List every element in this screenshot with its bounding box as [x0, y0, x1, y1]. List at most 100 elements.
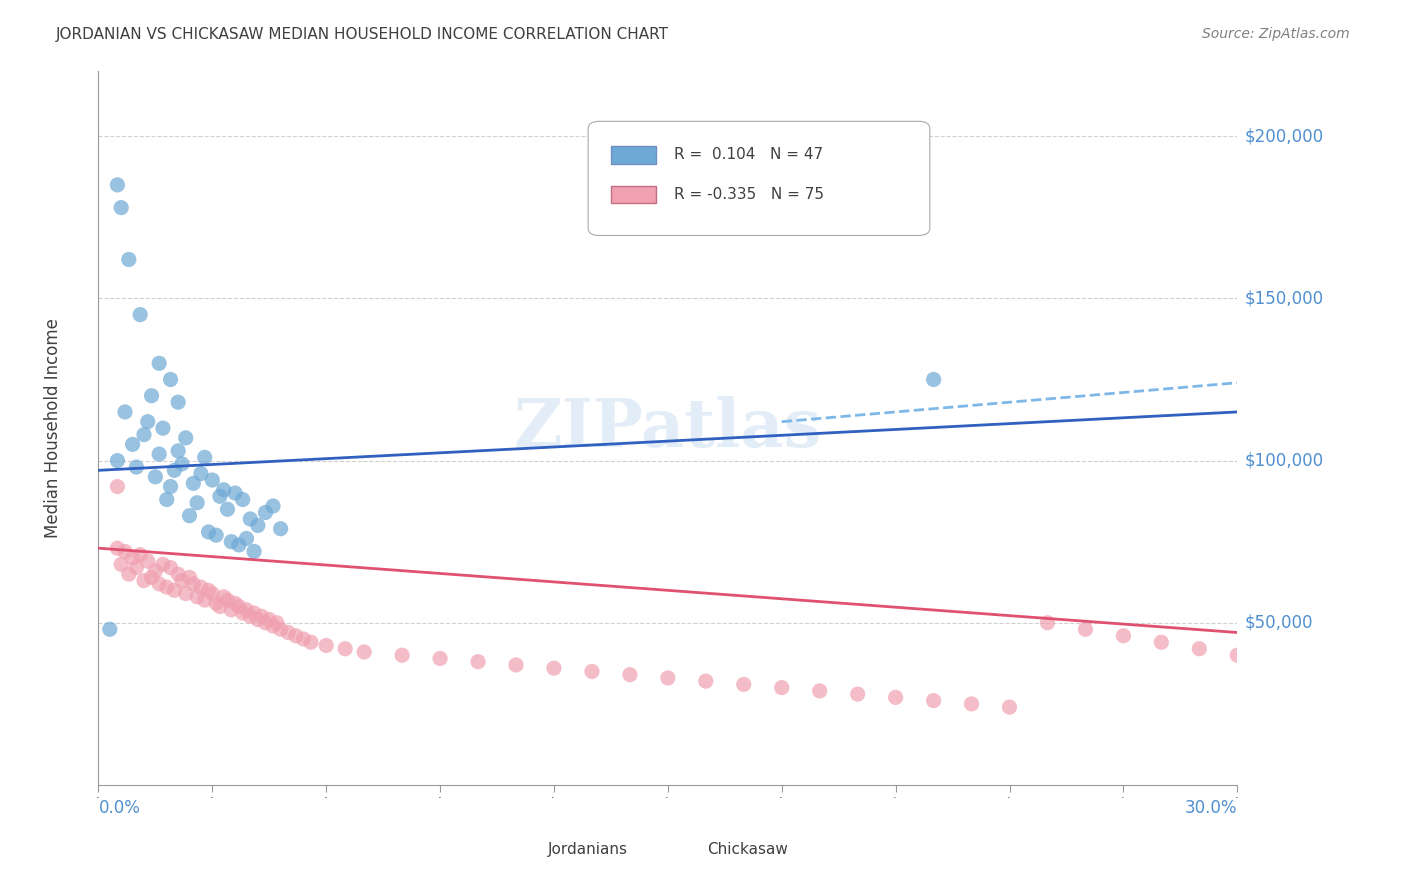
Point: [148, 356, 170, 370]
Point: [136, 415, 159, 429]
Point: [270, 622, 292, 636]
Point: [884, 690, 907, 705]
Point: [292, 632, 315, 646]
Point: [228, 538, 250, 552]
Point: [960, 697, 983, 711]
Point: [121, 550, 143, 565]
Point: [170, 574, 193, 588]
Point: [129, 308, 152, 322]
Text: JORDANIAN VS CHICKASAW MEDIAN HOUSEHOLD INCOME CORRELATION CHART: JORDANIAN VS CHICKASAW MEDIAN HOUSEHOLD …: [56, 27, 669, 42]
Point: [212, 483, 235, 497]
Text: $200,000: $200,000: [1244, 128, 1324, 145]
Point: [922, 693, 945, 707]
Point: [232, 492, 254, 507]
Point: [505, 657, 527, 672]
Point: [145, 470, 167, 484]
Text: $150,000: $150,000: [1244, 289, 1324, 308]
Point: [1074, 622, 1097, 636]
Point: [391, 648, 413, 663]
Point: [208, 489, 231, 503]
Point: [262, 499, 284, 513]
Point: [262, 619, 284, 633]
Bar: [612, 186, 657, 203]
Bar: [515, 838, 543, 853]
Text: 0.0%: 0.0%: [98, 799, 141, 817]
Point: [107, 178, 129, 192]
Point: [1112, 629, 1135, 643]
Point: [733, 677, 755, 691]
Point: [201, 586, 224, 600]
Point: [235, 532, 257, 546]
Point: [167, 443, 190, 458]
Point: [141, 389, 163, 403]
Point: [107, 453, 129, 467]
Point: [232, 606, 254, 620]
Point: [299, 635, 322, 649]
Text: ZIPatlas: ZIPatlas: [513, 396, 823, 460]
Text: Jordanians: Jordanians: [548, 842, 628, 857]
Point: [335, 641, 357, 656]
Text: Chickasaw: Chickasaw: [707, 842, 787, 857]
Text: Source: ZipAtlas.com: Source: ZipAtlas.com: [1202, 27, 1350, 41]
Point: [1188, 641, 1211, 656]
Point: [107, 541, 129, 556]
Point: [132, 427, 155, 442]
Point: [246, 613, 269, 627]
Bar: [673, 838, 702, 853]
Point: [98, 622, 121, 636]
Point: [581, 665, 603, 679]
Point: [250, 609, 273, 624]
Point: [125, 460, 148, 475]
Point: [998, 700, 1021, 714]
Point: [190, 580, 212, 594]
Point: [174, 431, 197, 445]
Point: [657, 671, 679, 685]
Point: [239, 512, 262, 526]
Point: [1036, 615, 1059, 630]
Point: [770, 681, 793, 695]
Point: [183, 476, 205, 491]
Point: [174, 586, 197, 600]
Point: [159, 372, 181, 386]
Point: [179, 570, 201, 584]
Point: [179, 508, 201, 523]
Point: [467, 655, 489, 669]
Point: [107, 479, 129, 493]
Point: [243, 544, 266, 558]
Point: [114, 405, 136, 419]
Point: [194, 593, 217, 607]
Text: Median Household Income: Median Household Income: [44, 318, 62, 538]
Text: R = -0.335   N = 75: R = -0.335 N = 75: [673, 186, 824, 202]
Point: [239, 609, 262, 624]
Point: [159, 560, 181, 574]
Point: [132, 574, 155, 588]
Point: [205, 528, 228, 542]
Point: [163, 583, 186, 598]
Point: [315, 639, 337, 653]
Point: [170, 457, 193, 471]
Point: [186, 590, 208, 604]
Point: [284, 629, 307, 643]
Point: [224, 486, 246, 500]
Point: [152, 558, 174, 572]
Point: [846, 687, 869, 701]
Point: [163, 463, 186, 477]
Point: [243, 606, 266, 620]
Point: [217, 593, 239, 607]
Point: [221, 603, 243, 617]
Point: [118, 567, 141, 582]
Point: [695, 674, 717, 689]
Point: [197, 583, 219, 598]
Point: [205, 596, 228, 610]
Point: [129, 548, 152, 562]
Point: [145, 564, 167, 578]
Point: [619, 667, 641, 681]
Point: [194, 450, 217, 465]
Point: [114, 544, 136, 558]
Point: [217, 502, 239, 516]
Point: [156, 492, 179, 507]
Bar: [612, 146, 657, 164]
Point: [808, 684, 831, 698]
Point: [183, 577, 205, 591]
Text: 30.0%: 30.0%: [1185, 799, 1237, 817]
